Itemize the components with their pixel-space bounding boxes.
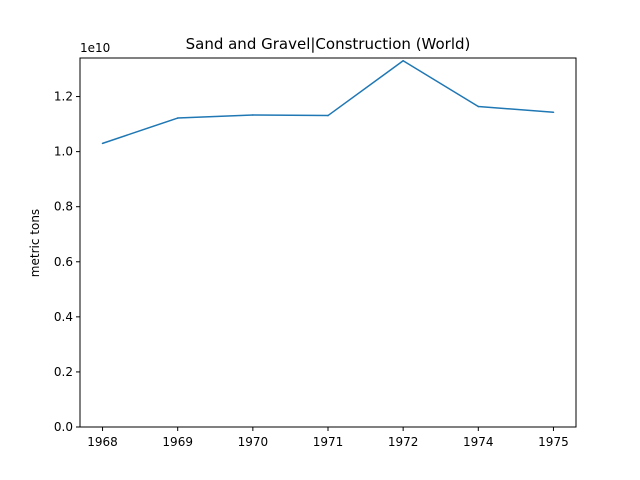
chart-title: Sand and Gravel|Construction (World) <box>186 35 471 53</box>
x-tick-label: 1972 <box>388 435 419 449</box>
data-point <box>552 111 555 114</box>
data-point <box>327 114 329 117</box>
x-tick-label: 1974 <box>463 435 494 449</box>
x-tick-label: 1968 <box>87 435 118 449</box>
data-point <box>402 59 404 62</box>
y-axis-label: metric tons <box>28 209 42 277</box>
data-point <box>477 105 480 108</box>
data-point <box>176 117 179 119</box>
y-tick-label: 0.8 <box>54 200 73 214</box>
x-tick-label: 1970 <box>238 435 269 449</box>
y-tick-label: 0.2 <box>54 365 73 379</box>
plot-area: 0.0 0.2 0.4 0.6 0.8 1.0 1.2 1968 1969 1970 1971 197… <box>54 57 577 449</box>
data-point <box>101 142 104 145</box>
x-tick-label: 1971 <box>313 435 344 449</box>
y-axis-offset-label: 1e10 <box>80 41 110 55</box>
x-tick-label: 1975 <box>538 435 569 449</box>
y-tick-label: 1.0 <box>54 145 73 159</box>
y-tick-label: 1.2 <box>54 90 73 104</box>
y-tick-label: 0.4 <box>54 310 73 324</box>
x-tick-label: 1969 <box>162 435 193 449</box>
data-point <box>252 114 254 116</box>
y-tick-label: 0.6 <box>54 255 73 269</box>
y-tick-label: 0.0 <box>54 420 73 434</box>
